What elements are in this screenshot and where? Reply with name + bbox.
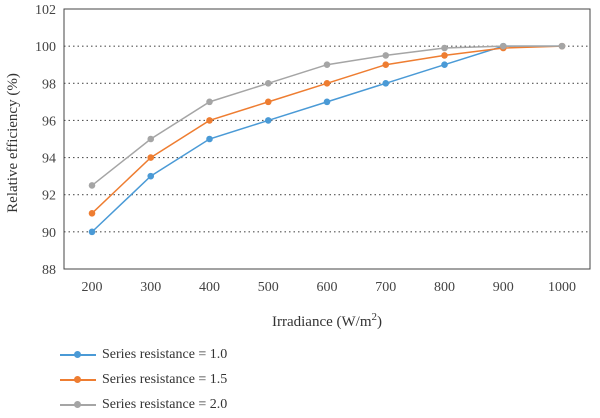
- x-tick-label-7: 900: [493, 280, 514, 295]
- y-tick-label-5: 98: [42, 77, 56, 92]
- x-axis-label-suffix: ): [377, 314, 382, 330]
- data-point-2-2: [147, 154, 155, 161]
- data-point-1-4: [264, 117, 272, 124]
- data-point-1-5: [323, 98, 331, 106]
- data-point-3-6: [382, 52, 390, 59]
- x-tick-label-1: 300: [140, 280, 161, 295]
- legend-marker-1: [74, 351, 81, 358]
- y-tick-label-2: 92: [42, 189, 56, 204]
- y-axis-label: Relative efficiency (%): [5, 73, 21, 213]
- series-line-2: [91, 45, 563, 214]
- legend-swatch-2: [60, 376, 96, 383]
- legend-swatch-3: [60, 401, 96, 408]
- legend-swatch-1: [60, 351, 96, 358]
- y-tick-label-0: 88: [42, 263, 56, 278]
- series-line-1: [91, 45, 562, 233]
- data-point-1-2: [147, 172, 155, 180]
- data-point-2-1: [88, 209, 96, 217]
- x-axis-label-main: Irradiance (W/m: [272, 314, 372, 330]
- y-tick-label-1: 90: [42, 226, 56, 241]
- data-point-2-6: [382, 61, 390, 69]
- legend-marker-3: [74, 401, 81, 408]
- x-tick-label-4: 600: [317, 280, 338, 295]
- data-point-2-5: [323, 79, 331, 87]
- x-tick-label-6: 800: [434, 280, 455, 295]
- data-point-3-8: [499, 42, 507, 50]
- data-point-3-4: [264, 79, 272, 87]
- series-layer: [88, 42, 566, 236]
- x-tick-label-0: 200: [82, 280, 103, 295]
- data-point-3-7: [441, 44, 448, 52]
- series-2: [88, 42, 566, 217]
- legend-label-2: Series resistance = 1.5: [102, 372, 228, 387]
- data-point-3-2: [147, 135, 155, 143]
- y-tick-label-6: 100: [35, 40, 56, 55]
- y-tick-label-4: 96: [42, 114, 56, 129]
- data-point-3-9: [558, 42, 566, 50]
- y-tick-label-3: 94: [42, 152, 56, 167]
- x-axis-ticks: 200 300 400 500 600 700 800 900 1000: [82, 280, 577, 295]
- data-point-2-7: [441, 52, 448, 59]
- x-tick-label-3: 500: [258, 280, 279, 295]
- data-point-3-1: [88, 182, 96, 189]
- data-point-3-5: [323, 61, 331, 69]
- x-axis-label: Irradiance (W/m2): [272, 311, 382, 330]
- data-point-2-3: [206, 117, 213, 124]
- legend-label-3: Series resistance = 2.0: [102, 397, 228, 412]
- legend-marker-2: [74, 376, 81, 383]
- y-tick-label-7: 102: [35, 3, 56, 18]
- x-tick-label-8: 1000: [548, 280, 576, 295]
- data-point-1-1: [88, 228, 96, 236]
- x-tick-label-2: 400: [199, 280, 220, 295]
- legend-label-1: Series resistance = 1.0: [102, 347, 228, 362]
- gridlines: [64, 45, 590, 233]
- data-point-1-6: [382, 79, 390, 87]
- data-point-1-3: [206, 135, 213, 143]
- x-axis-label-superscript: 2: [372, 311, 378, 323]
- data-point-1-7: [441, 61, 448, 69]
- series-3: [88, 42, 566, 189]
- y-axis-ticks: 88 90 92 94 96 98 100 102: [35, 3, 56, 278]
- series-1: [88, 42, 566, 236]
- data-point-3-3: [206, 98, 213, 106]
- plot-frame: [63, 8, 591, 270]
- data-point-2-4: [264, 98, 272, 106]
- x-tick-label-5: 700: [375, 280, 396, 295]
